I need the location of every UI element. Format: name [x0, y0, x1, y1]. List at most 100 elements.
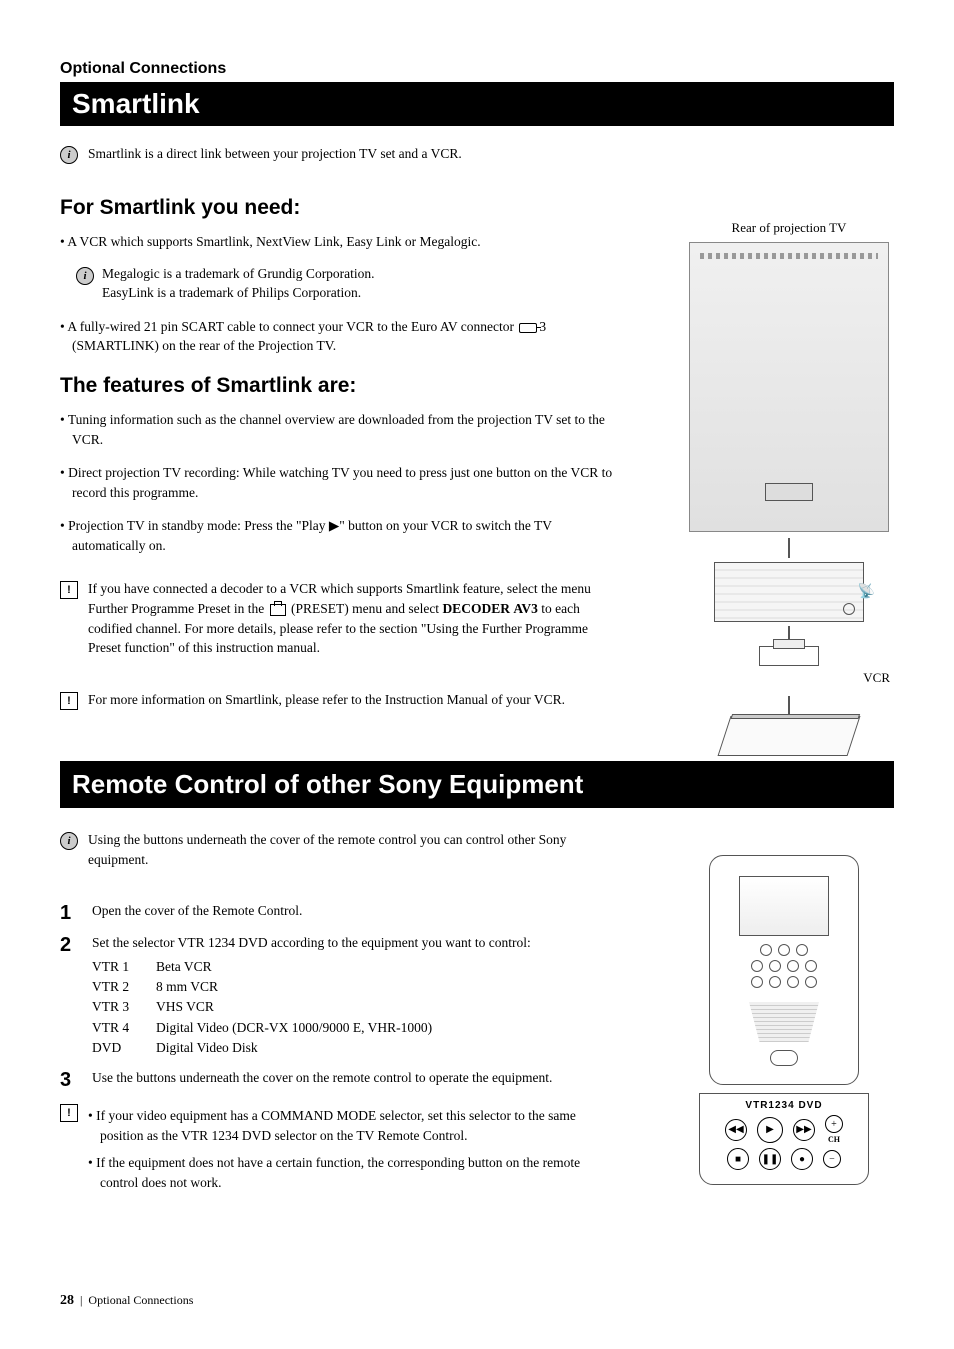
warning-decoder: ! If you have connected a decoder to a V…: [60, 579, 620, 669]
warning-manual-text: For more information on Smartlink, pleas…: [88, 690, 565, 710]
remote-button-row: [724, 976, 844, 988]
page-footer: 28 | Optional Connections: [60, 1293, 193, 1309]
vcr-label: VCR: [684, 670, 894, 686]
vtr-value: 8 mm VCR: [156, 977, 218, 997]
vtr-value: VHS VCR: [156, 997, 214, 1017]
transport-row-2: ■ ❚❚ ● −: [710, 1148, 858, 1170]
forward-icon: ▶▶: [793, 1119, 815, 1141]
cable-line: [788, 696, 790, 716]
vtr-table: VTR 1Beta VCR VTR 2 8 mm VCR VTR 3 VHS VCR…: [92, 957, 620, 1058]
step-number: 2: [60, 933, 78, 1058]
remote-warn-item: If the equipment does not have a certain…: [88, 1153, 620, 1192]
warning-icon: !: [60, 581, 78, 599]
decoder-label: Decoder: [684, 760, 894, 776]
step-number: 1: [60, 901, 78, 923]
vtr-value: Digital Video (DCR-VX 1000/9000 E, VHR-1…: [156, 1018, 432, 1038]
vtr-label: VTR 4: [92, 1018, 142, 1038]
warn1-bold1: DECODER: [442, 601, 510, 616]
intro-row: i Smartlink is a direct link between you…: [60, 144, 620, 176]
need-list-2: A fully-wired 21 pin SCART cable to conn…: [60, 317, 620, 356]
vtr-row: VTR 3 VHS VCR: [92, 997, 620, 1017]
footer-label: Optional Connections: [88, 1293, 193, 1307]
rear-panel-illustration: [689, 242, 889, 532]
trademark-line1: Megalogic is a trademark of Grundig Corp…: [102, 265, 375, 284]
vtr-row: VTR 1Beta VCR: [92, 957, 620, 977]
channel-up-icon: +: [825, 1115, 843, 1133]
vcr-illustration: 📡: [714, 562, 864, 622]
channel-controls: + CH: [825, 1115, 843, 1144]
need-heading: For Smartlink you need:: [60, 196, 620, 220]
transport-row-1: ◀◀ ▶ ▶▶ + CH: [710, 1115, 858, 1144]
warning-manual: ! For more information on Smartlink, ple…: [60, 690, 620, 722]
breadcrumb: Optional Connections: [60, 60, 894, 78]
antenna-icon: 📡: [858, 584, 875, 601]
features-heading: The features of Smartlink are:: [60, 374, 620, 398]
remote-strip: VTR1234 DVD ◀◀ ▶ ▶▶ + CH ■ ❚❚ ● −: [699, 1093, 869, 1185]
intro-text: Smartlink is a direct link between your …: [88, 144, 462, 164]
step-2: 2 Set the selector VTR 1234 DVD accordin…: [60, 933, 620, 1058]
remote-button-row: [724, 944, 844, 956]
preset-icon: [270, 604, 286, 616]
remote-warn-item: If your video equipment has a COMMAND MO…: [88, 1106, 620, 1145]
strip-label: VTR1234 DVD: [710, 1100, 858, 1111]
warning-decoder-text: If you have connected a decoder to a VCR…: [88, 579, 620, 657]
remote-intro-text: Using the buttons underneath the cover o…: [88, 830, 620, 869]
vtr-label: VTR 3: [92, 997, 142, 1017]
steps-list: 1 Open the cover of the Remote Control. …: [60, 901, 620, 1090]
rear-panel-figure: Rear of projection TV 📡 VCR Decoder: [684, 220, 894, 786]
step-2-body: Set the selector VTR 1234 DVD according …: [92, 933, 620, 1058]
remote-speaker: [749, 1002, 819, 1042]
need-item-2a: A fully-wired 21 pin SCART cable to conn…: [67, 319, 517, 334]
warning-icon: !: [60, 1104, 78, 1122]
record-icon: ●: [791, 1148, 813, 1170]
step-3: 3 Use the buttons underneath the cover o…: [60, 1068, 620, 1090]
play-icon: ▶: [757, 1117, 783, 1143]
vtr-label: VTR 2: [92, 977, 142, 997]
step-number: 3: [60, 1068, 78, 1090]
pause-icon: ❚❚: [759, 1148, 781, 1170]
decoder-illustration: [718, 716, 861, 756]
warning-icon: !: [60, 692, 78, 710]
info-icon: i: [76, 267, 94, 285]
warn1-b: (PRESET) menu and select: [288, 601, 443, 616]
features-list: Tuning information such as the channel o…: [60, 410, 620, 555]
need-item-2: A fully-wired 21 pin SCART cable to conn…: [60, 317, 620, 356]
stop-icon: ■: [727, 1148, 749, 1170]
vtr-label: DVD: [92, 1038, 142, 1058]
scart-port-icon: [765, 483, 813, 501]
page-number: 28: [60, 1293, 74, 1308]
trademark-note: i Megalogic is a trademark of Grundig Co…: [76, 265, 620, 303]
remote-screen: [739, 876, 829, 936]
remote-button-row: [724, 960, 844, 972]
remote-warning-list: If your video equipment has a COMMAND MO…: [88, 1106, 620, 1192]
remote-mic: [770, 1050, 798, 1066]
vtr-row: DVDDigital Video Disk: [92, 1038, 620, 1058]
remote-figure: VTR1234 DVD ◀◀ ▶ ▶▶ + CH ■ ❚❚ ● −: [684, 855, 884, 1185]
step-1: 1 Open the cover of the Remote Control.: [60, 901, 620, 923]
remote-intro-row: i Using the buttons underneath the cover…: [60, 830, 620, 881]
info-icon: i: [60, 146, 78, 164]
feature-2: Direct projection TV recording: While wa…: [60, 463, 620, 502]
feature-1: Tuning information such as the channel o…: [60, 410, 620, 449]
feature-3: Projection TV in standby mode: Press the…: [60, 516, 620, 555]
step-3-body: Use the buttons underneath the cover on …: [92, 1068, 620, 1090]
scart-plug-icon: [759, 646, 819, 666]
ch-label: CH: [828, 1135, 840, 1144]
channel-down-icon: −: [823, 1150, 841, 1168]
need-item-1: A VCR which supports Smartlink, NextView…: [60, 232, 620, 252]
cable-line: [788, 538, 790, 558]
rear-caption: Rear of projection TV: [684, 220, 894, 236]
channel-controls: −: [823, 1150, 841, 1168]
scart-connector-icon: [519, 323, 537, 333]
vtr-row: VTR 2 8 mm VCR: [92, 977, 620, 997]
vtr-label: VTR 1: [92, 957, 142, 977]
rewind-icon: ◀◀: [725, 1119, 747, 1141]
need-list: A VCR which supports Smartlink, NextView…: [60, 232, 620, 252]
vtr-row: VTR 4 Digital Video (DCR-VX 1000/9000 E, …: [92, 1018, 620, 1038]
info-icon: i: [60, 832, 78, 850]
remote-body-illustration: [709, 855, 859, 1085]
section-title-smartlink: Smartlink: [60, 82, 894, 126]
warn1-bold2: AV3: [513, 601, 538, 616]
step-1-body: Open the cover of the Remote Control.: [92, 901, 620, 923]
trademark-line2: EasyLink is a trademark of Philips Corpo…: [102, 284, 375, 303]
